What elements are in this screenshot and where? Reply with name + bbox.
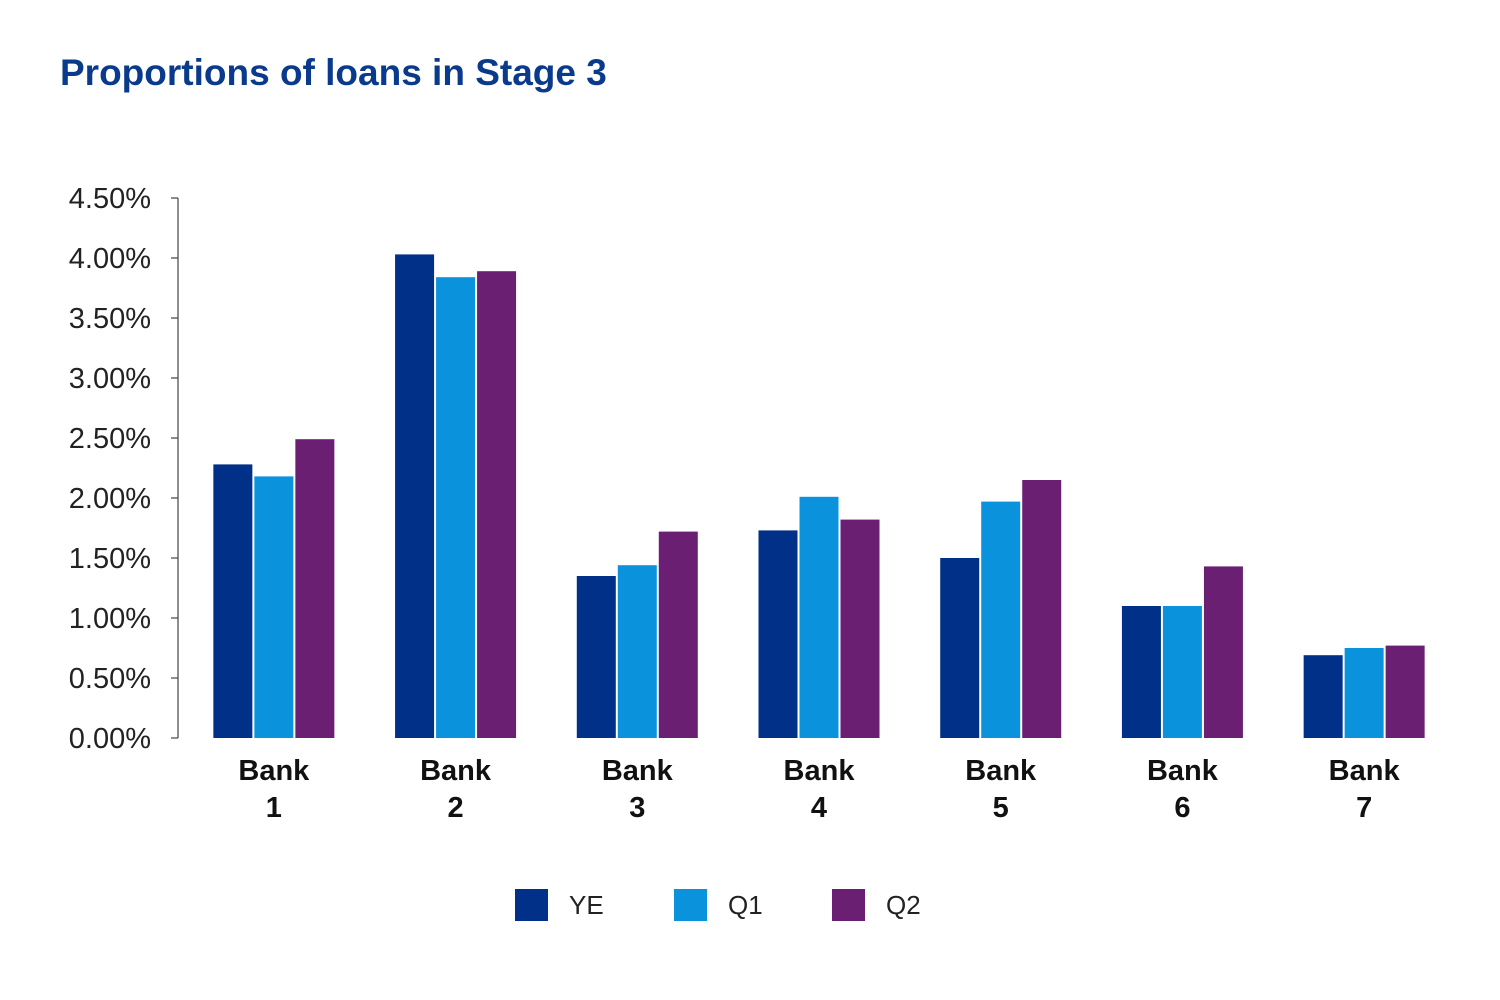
y-tick-label: 4.50% — [69, 183, 151, 215]
bar-q1-6 — [1162, 606, 1202, 738]
bar-q1-5 — [981, 501, 1021, 738]
bars — [213, 254, 1425, 738]
bar-ye-6 — [1121, 606, 1161, 738]
bar-q2-1 — [295, 439, 335, 738]
x-category-label: 2 — [448, 792, 464, 824]
x-category-label: 7 — [1356, 792, 1372, 824]
x-category-label: 6 — [1174, 792, 1190, 824]
bar-q2-6 — [1203, 566, 1243, 738]
y-tick-label: 2.50% — [69, 423, 151, 455]
bar-q2-3 — [658, 531, 698, 738]
bar-q1-4 — [799, 496, 839, 738]
legend: YE Q1 Q2 — [515, 889, 921, 921]
y-tick-label: 4.00% — [69, 243, 151, 275]
x-category-label: 4 — [811, 792, 827, 824]
x-category-label: 5 — [993, 792, 1009, 824]
y-tick-label: 0.50% — [69, 663, 151, 695]
bar-q2-2 — [477, 271, 517, 738]
x-category-label: Bank — [238, 755, 310, 787]
chart-title: Proportions of loans in Stage 3 — [60, 52, 607, 93]
bar-q2-4 — [840, 519, 880, 738]
legend-label-q2: Q2 — [886, 890, 921, 920]
bar-q2-5 — [1022, 480, 1062, 738]
bar-q1-3 — [617, 565, 657, 738]
legend-swatch-q1 — [674, 889, 707, 921]
y-tick-label: 1.50% — [69, 543, 151, 575]
x-category-label: Bank — [420, 755, 492, 787]
y-tick-label: 1.00% — [69, 603, 151, 635]
legend-label-ye: YE — [569, 890, 604, 920]
bar-ye-1 — [213, 464, 253, 738]
legend-label-q1: Q1 — [728, 890, 763, 920]
x-category-label: Bank — [1329, 755, 1401, 787]
x-category-label: Bank — [602, 755, 674, 787]
bar-q1-1 — [254, 476, 294, 738]
x-axis-labels: Bank 1 Bank 2 Bank 3 Bank 4 Bank 5 Bank 6 Bank 7 — [238, 755, 1400, 824]
bar-ye-3 — [576, 576, 616, 738]
bar-q1-7 — [1344, 648, 1384, 738]
bar-ye-2 — [395, 254, 435, 738]
bar-ye-4 — [758, 530, 798, 738]
bar-q2-7 — [1385, 645, 1425, 738]
x-category-label: Bank — [965, 755, 1037, 787]
x-category-label: 3 — [629, 792, 645, 824]
x-category-label: Bank — [1147, 755, 1219, 787]
y-tick-label: 3.00% — [69, 363, 151, 395]
bar-ye-5 — [940, 558, 980, 738]
y-tick-label: 3.50% — [69, 303, 151, 335]
y-tick-label: 2.00% — [69, 483, 151, 515]
y-tick-label: 0.00% — [69, 723, 151, 755]
bar-q1-2 — [436, 277, 476, 738]
y-axis: 0.00% 0.50% 1.00% 1.50% 2.00% 2.50% 3.00% 3.50%… — [69, 183, 179, 755]
legend-swatch-ye — [515, 889, 548, 921]
x-category-label: Bank — [784, 755, 856, 787]
legend-swatch-q2 — [832, 889, 865, 921]
x-category-label: 1 — [266, 792, 282, 824]
bar-ye-7 — [1303, 655, 1343, 738]
